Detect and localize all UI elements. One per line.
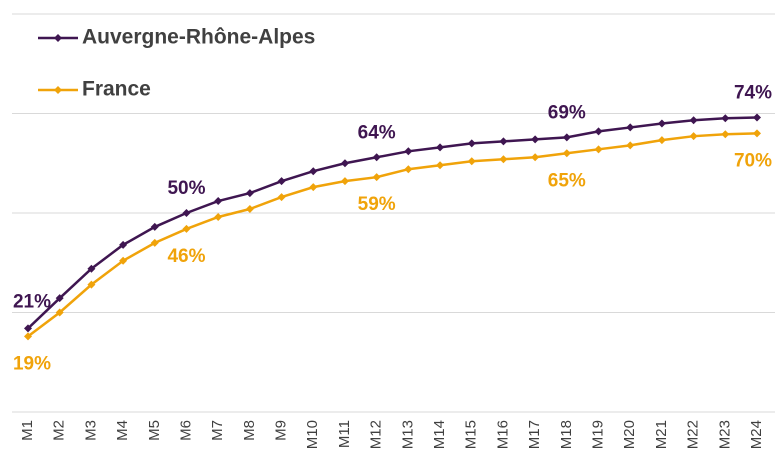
x-tick-label: M4	[114, 420, 131, 441]
point	[594, 127, 603, 136]
point	[499, 155, 508, 164]
point	[531, 153, 540, 162]
point	[531, 135, 540, 144]
point	[277, 193, 286, 202]
x-tick-label: M15	[463, 420, 480, 449]
point	[309, 167, 318, 176]
x-tick-label: M10	[304, 420, 321, 449]
point	[436, 143, 445, 152]
point	[340, 177, 349, 186]
point	[753, 113, 761, 122]
data-label: 74%	[734, 82, 772, 103]
x-tick-label: M16	[494, 420, 511, 449]
point	[55, 294, 64, 303]
x-tick-label: M22	[685, 420, 702, 449]
point	[626, 123, 635, 132]
x-tick-label: M17	[526, 420, 543, 449]
x-tick-label: M20	[621, 420, 638, 449]
point	[87, 264, 96, 273]
x-tick-label: M19	[589, 420, 606, 449]
point	[24, 324, 32, 333]
point	[657, 119, 666, 128]
x-tick-label: M6	[177, 420, 194, 441]
x-tick-label: M18	[558, 420, 575, 449]
point	[87, 280, 96, 289]
x-tick-label: M13	[399, 420, 416, 449]
point	[214, 197, 223, 206]
point	[467, 157, 476, 166]
point	[245, 205, 254, 214]
x-tick-label: M12	[368, 420, 385, 449]
point	[467, 139, 476, 148]
legend-marker	[54, 86, 62, 94]
data-label: 70%	[734, 150, 772, 171]
legend-marker	[54, 34, 62, 42]
point	[277, 177, 286, 186]
point	[182, 209, 191, 217]
legend-label: France	[82, 78, 151, 101]
x-tick-label: M3	[82, 420, 99, 441]
x-tick-label: M5	[146, 420, 163, 441]
point	[309, 183, 318, 192]
data-label: 50%	[167, 178, 205, 199]
x-tick-label: M21	[653, 420, 670, 449]
data-label: 69%	[548, 102, 586, 123]
point	[24, 332, 32, 341]
point	[372, 173, 381, 182]
point	[119, 240, 128, 249]
point	[150, 238, 159, 247]
point	[182, 224, 191, 233]
x-tick-label: M9	[273, 420, 290, 441]
x-tick-label: M1	[19, 420, 36, 441]
point	[499, 137, 508, 146]
point	[372, 153, 381, 162]
point	[562, 149, 571, 158]
point	[436, 161, 445, 170]
data-label: 65%	[548, 170, 586, 191]
point	[404, 165, 413, 174]
data-label: 64%	[358, 122, 396, 143]
data-label: 59%	[358, 194, 396, 215]
series-line	[27, 116, 758, 330]
point	[689, 116, 698, 125]
point	[626, 141, 635, 150]
point	[721, 130, 730, 139]
point	[689, 132, 698, 141]
x-tick-label: M24	[748, 420, 765, 449]
point	[245, 189, 254, 198]
point	[119, 256, 128, 265]
x-tick-label: M14	[431, 420, 448, 449]
point	[657, 136, 666, 145]
point	[753, 129, 761, 138]
x-tick-label: M8	[241, 420, 258, 441]
data-label: 21%	[13, 291, 51, 312]
x-tick-label: M23	[716, 420, 733, 449]
series-line	[27, 132, 758, 338]
point	[214, 212, 223, 221]
point	[404, 147, 413, 156]
x-tick-label: M11	[336, 420, 353, 448]
data-label: 19%	[13, 353, 51, 374]
point	[150, 222, 159, 231]
x-tick-label: M7	[209, 420, 226, 441]
point	[594, 145, 603, 154]
point	[340, 159, 349, 168]
data-label: 46%	[167, 246, 205, 267]
legend-label: Auvergne-Rhône-Alpes	[82, 26, 315, 49]
point	[562, 133, 571, 142]
point	[55, 308, 64, 317]
point	[721, 114, 730, 123]
x-tick-label: M2	[51, 420, 68, 441]
